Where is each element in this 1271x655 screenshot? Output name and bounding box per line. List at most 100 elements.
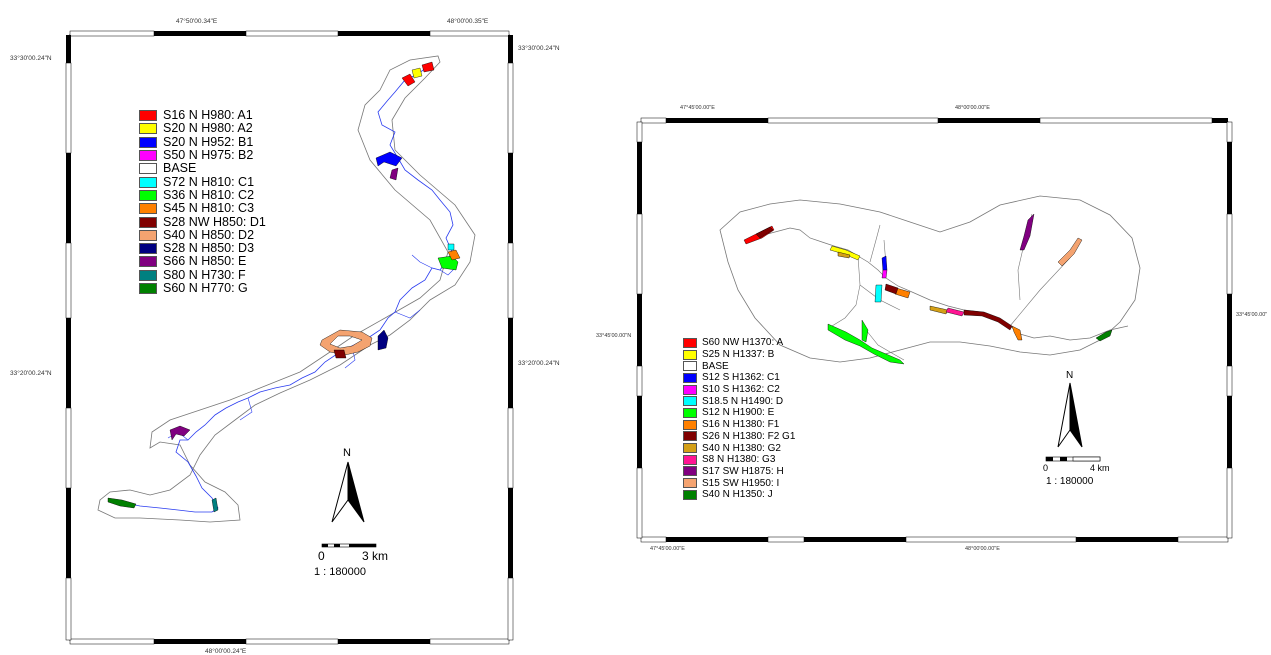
legend-label: S60 NW H1370: A [702, 337, 784, 349]
map2-coord-bottom-left: 47°45'00.00"E [650, 546, 685, 552]
map1-scale-end: 3 km [362, 549, 389, 563]
legend-label: S40 N H1350: J [702, 489, 773, 501]
legend-item: S15 SW H1950: I [683, 477, 795, 489]
legend-item: S12 N H1900: E [683, 407, 795, 419]
map1-scale-ratio: 1 : 180000 [314, 566, 366, 578]
map1-coord-left-top: 33°30'00.24"N [10, 55, 52, 62]
legend-label: S80 N H730: F [163, 267, 246, 282]
map2-north-letter: N [1066, 370, 1074, 381]
legend-swatch [683, 372, 697, 383]
map1-scale-bar [321, 543, 377, 548]
legend-item: S16 N H980: A1 [139, 109, 266, 122]
legend-swatch [139, 243, 157, 255]
legend-swatch [683, 489, 697, 500]
legend-item: S80 N H730: F [139, 267, 266, 282]
legend-item: S20 N H952: B1 [139, 134, 266, 149]
legend-swatch [139, 189, 157, 201]
map1-slide-D1 [333, 349, 347, 359]
legend-item: S72 N H810: C1 [139, 175, 266, 188]
legend-item: S60 NW H1370: A [683, 337, 795, 349]
map1-legend: S16 N H980: A1 S20 N H980: A2 S20 N H952: … [139, 109, 266, 295]
legend-swatch [139, 229, 157, 241]
legend-label: S20 N H952: B1 [163, 134, 254, 149]
legend-label: S72 N H810: C1 [163, 174, 255, 189]
map2-scale-ratio: 1 : 180000 [1046, 476, 1094, 487]
legend-swatch [683, 454, 697, 465]
legend-swatch [139, 256, 157, 268]
map1-slide-A2 [411, 67, 423, 79]
legend-label: S12 S H1362: C1 [702, 372, 780, 384]
map1-coord-bottom: 48°00'00.24"E [205, 648, 247, 655]
legend-item: S20 N H980: A2 [139, 122, 266, 135]
legend-item: S16 N H1380: F1 [683, 419, 795, 431]
legend-item: S26 N H1380: F2 G1 [683, 431, 795, 443]
map1-graticule-top [69, 30, 510, 37]
legend-item: S8 N H1380: G3 [683, 454, 795, 466]
legend-item: S28 NW H850: D1 [139, 215, 266, 228]
legend-item: S40 N H1350: J [683, 489, 795, 501]
legend-item: S36 N H810: C2 [139, 187, 266, 202]
map1-coord-top-right: 48°00'00.35"E [447, 18, 489, 25]
legend-label: BASE [702, 360, 729, 372]
map2-legend: S60 NW H1370: A S25 N H1337: B BASE S12 S H… [683, 337, 795, 501]
map1-slide-C3 [447, 249, 461, 261]
legend-label: S10 S H1362: C2 [702, 384, 780, 396]
map1-slide-A1b [421, 61, 435, 73]
legend-label: S17 SW H1875: H [702, 465, 784, 477]
legend-swatch [139, 283, 157, 294]
legend-item: S40 N H1380: G2 [683, 442, 795, 454]
legend-label: S36 N H810: C2 [163, 187, 255, 202]
legend-label: S25 N H1337: B [702, 349, 775, 361]
map1-graticule-bottom [69, 638, 510, 645]
legend-item: S45 N H810: C3 [139, 202, 266, 215]
legend-label: S28 NW H850: D1 [163, 214, 266, 229]
legend-item: S25 N H1337: B [683, 349, 795, 361]
legend-item: S50 N H975: B2 [139, 149, 266, 162]
legend-swatch [139, 216, 157, 228]
legend-swatch [683, 396, 697, 407]
legend-label: S50 N H975: B2 [163, 148, 254, 163]
map1-coord-right-top: 33°30'00.24"N [518, 45, 560, 52]
map1-slide-C1 [447, 243, 455, 251]
legend-swatch [683, 361, 697, 372]
legend-swatch [683, 431, 697, 442]
map1-slide-B1 [375, 151, 403, 167]
legend-item: S60 N H770: G [139, 282, 266, 295]
legend-label: S28 N H850: D3 [163, 241, 255, 256]
legend-swatch [139, 176, 157, 188]
legend-label: S45 N H810: C3 [163, 201, 255, 216]
legend-item: S10 S H1362: C2 [683, 384, 795, 396]
legend-swatch [139, 110, 157, 122]
legend-item: S18.5 N H1490: D [683, 395, 795, 407]
legend-label: S15 SW H1950: I [702, 477, 780, 489]
map1-coord-top-left: 47°50'00.34"E [176, 18, 218, 25]
legend-swatch [683, 443, 697, 454]
map1-slide-E2 [169, 425, 191, 441]
map2-coord-left-mid: 33°45'00.00"N [596, 333, 632, 339]
map2-coord-right-mid: 33°45'00.00" [1236, 312, 1268, 318]
legend-label: S40 N H1380: G2 [702, 442, 781, 454]
legend-swatch [683, 349, 697, 360]
map2-coord-bottom-right: 48°00'00.00"E [965, 546, 1000, 552]
map1-slide-D2 [319, 329, 373, 356]
legend-label: S26 N H1380: F2 G1 [702, 430, 796, 442]
legend-swatch [139, 163, 157, 175]
legend-swatch [139, 123, 157, 135]
legend-label: S12 N H1900: E [702, 407, 775, 419]
legend-swatch [139, 269, 157, 281]
map1-north-arrow [331, 461, 365, 523]
legend-label: S40 N H850: D2 [163, 227, 255, 242]
legend-label: S20 N H980: A2 [163, 121, 253, 136]
map2-coord-top-left: 47°45'00.00"E [680, 105, 715, 111]
map1-slide-G [107, 497, 137, 509]
map1-slide-F [211, 497, 219, 513]
legend-item: S12 S H1362: C1 [683, 372, 795, 384]
map1-scale-zero: 0 [318, 549, 325, 563]
legend-label: S66 N H850: E [163, 254, 247, 269]
map2-coord-top-right: 48°00'00.00"E [955, 105, 990, 111]
map1-slide-D3 [377, 329, 389, 351]
legend-swatch [139, 203, 157, 215]
map1-slide-E1 [389, 167, 399, 181]
legend-item: BASE [139, 162, 266, 175]
map1-graticule-right [507, 35, 514, 641]
